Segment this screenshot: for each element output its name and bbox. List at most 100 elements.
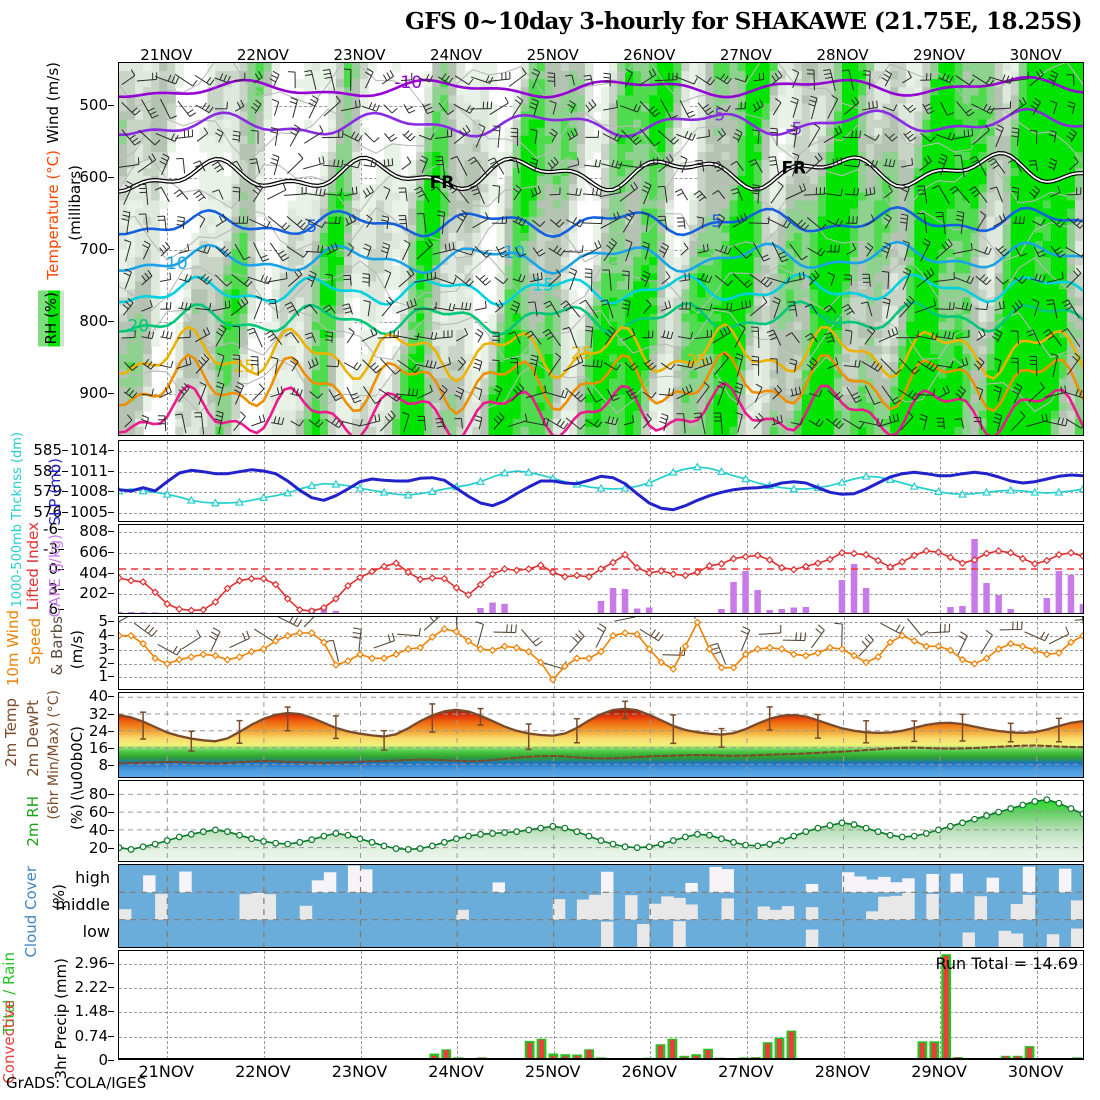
data-bar bbox=[1050, 232, 1060, 242]
data-bar bbox=[914, 410, 923, 420]
data-bar bbox=[247, 313, 257, 323]
data-bar bbox=[1018, 370, 1028, 379]
data-bar bbox=[777, 224, 787, 234]
data-bar bbox=[368, 370, 377, 379]
data-bar bbox=[673, 119, 682, 129]
data-bar bbox=[127, 386, 136, 396]
data-bar bbox=[568, 410, 578, 420]
data-bar bbox=[384, 281, 393, 291]
data-bar bbox=[705, 273, 715, 282]
data-bar bbox=[858, 410, 867, 420]
data-bar bbox=[914, 305, 923, 315]
data-bar bbox=[753, 168, 763, 177]
data-bar bbox=[544, 71, 554, 80]
data-bar bbox=[384, 151, 393, 161]
data-bar bbox=[850, 329, 859, 339]
data-bar bbox=[319, 281, 329, 291]
data-bar bbox=[231, 71, 241, 80]
data-bar bbox=[665, 95, 674, 105]
data-bar bbox=[416, 273, 425, 282]
data-bar bbox=[641, 257, 650, 266]
data-bar bbox=[135, 273, 144, 282]
data-bar bbox=[448, 313, 457, 323]
data-line bbox=[124, 271, 132, 290]
data-bar bbox=[544, 151, 554, 161]
data-bar bbox=[568, 184, 578, 193]
data-bar bbox=[319, 216, 329, 226]
data-bar bbox=[649, 176, 658, 185]
data-bar bbox=[432, 200, 441, 210]
data-bar bbox=[191, 346, 200, 355]
data-bar bbox=[175, 354, 184, 363]
data-bar bbox=[866, 111, 875, 121]
data-bar bbox=[311, 224, 321, 234]
data-bar bbox=[480, 418, 490, 428]
data-bar bbox=[673, 265, 682, 274]
data-bar bbox=[368, 426, 377, 435]
data-bar bbox=[922, 281, 931, 291]
data-bar bbox=[247, 265, 257, 274]
data-bar bbox=[1002, 200, 1012, 210]
data-bar bbox=[906, 127, 915, 137]
data-bar bbox=[625, 346, 634, 355]
data-bar bbox=[1050, 281, 1060, 291]
data-bar bbox=[697, 63, 707, 72]
data-bar bbox=[1018, 378, 1028, 388]
data-bar bbox=[938, 354, 948, 363]
upper-air-cross-section[interactable]: -10 -5 -5 5 5 10 10 15 20 20 25 25 25 FR FR bbox=[118, 62, 1084, 436]
data-bar bbox=[874, 305, 883, 315]
data-bar bbox=[448, 257, 457, 266]
data-bar bbox=[576, 418, 586, 428]
data-bar bbox=[432, 208, 441, 218]
data-bar bbox=[592, 160, 602, 169]
data-bar bbox=[657, 160, 666, 169]
data-bar bbox=[617, 95, 626, 105]
data-bar bbox=[127, 257, 136, 266]
data-bar bbox=[641, 362, 650, 371]
data-bar bbox=[592, 402, 602, 412]
data-bar bbox=[143, 257, 152, 266]
data-bar bbox=[167, 79, 176, 88]
data-bar bbox=[1034, 273, 1044, 282]
data-bar bbox=[641, 216, 650, 226]
data-bar bbox=[954, 346, 964, 355]
data-bar bbox=[617, 200, 626, 210]
data-bar bbox=[729, 281, 739, 291]
data-bar bbox=[657, 87, 666, 96]
data-bar bbox=[263, 79, 273, 88]
data-bar bbox=[882, 200, 891, 210]
data-bar bbox=[127, 192, 136, 202]
data-bar bbox=[335, 329, 345, 339]
data-bar bbox=[681, 313, 690, 323]
data-bar bbox=[464, 289, 474, 299]
data-bar bbox=[135, 192, 144, 202]
data-bar bbox=[761, 273, 771, 282]
data-bar bbox=[560, 354, 570, 363]
data-bar bbox=[360, 87, 369, 96]
data-bar bbox=[247, 208, 257, 218]
data-bar bbox=[657, 265, 666, 274]
data-bar bbox=[898, 111, 907, 121]
data-bar bbox=[536, 224, 546, 234]
data-bar bbox=[263, 402, 273, 412]
data-bar bbox=[761, 346, 771, 355]
data-bar bbox=[890, 354, 899, 363]
data-bar bbox=[584, 95, 594, 105]
data-bar bbox=[215, 216, 225, 226]
data-bar bbox=[1042, 208, 1052, 218]
data-bar bbox=[858, 305, 867, 315]
data-bar bbox=[424, 281, 433, 291]
data-bar bbox=[351, 127, 361, 137]
data-bar bbox=[609, 168, 618, 177]
data-bar bbox=[191, 232, 200, 242]
data-bar bbox=[625, 370, 634, 379]
data-bar bbox=[239, 337, 249, 347]
data-bar bbox=[327, 216, 337, 226]
data-bar bbox=[199, 402, 208, 412]
data-bar bbox=[1050, 224, 1060, 234]
data-bar bbox=[255, 160, 265, 169]
data-bar bbox=[898, 232, 907, 242]
data-bar bbox=[882, 265, 891, 274]
data-bar bbox=[151, 79, 160, 88]
data-bar bbox=[127, 426, 136, 435]
